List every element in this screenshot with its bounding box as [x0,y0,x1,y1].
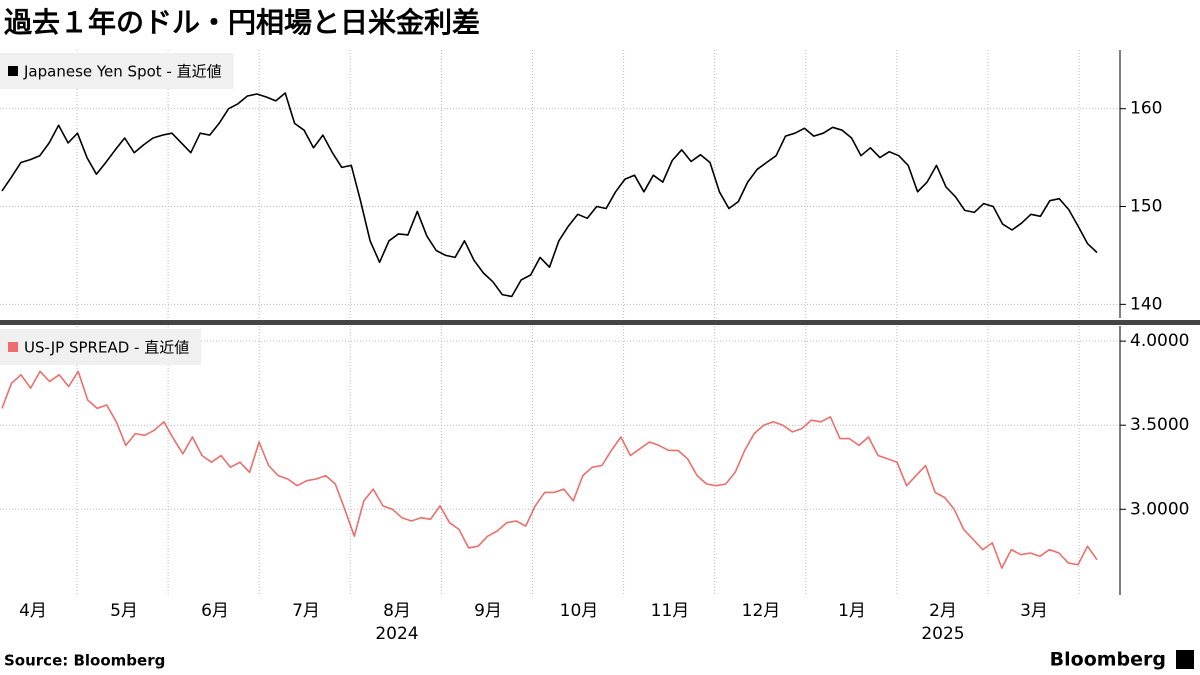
y-tick-label: 150 [1130,197,1162,217]
legend-swatch [8,342,18,352]
y-tick-label: 160 [1130,99,1162,119]
x-tick-label: 8月 [383,601,411,621]
x-tick-label: 11月 [651,601,690,621]
legend-box [0,329,202,365]
y-tick-label: 3.5000 [1130,415,1189,435]
panel-separator [0,320,1200,325]
source: Source: Bloomberg [4,652,165,670]
legend-label: US-JP SPREAD - 直近値 [24,339,189,357]
x-tick-label: 1月 [838,601,866,621]
x-year-label: 2024 [375,624,418,644]
legend-swatch [8,66,18,76]
y-tick-label: 140 [1130,294,1162,314]
x-tick-label: 12月 [742,601,781,621]
chart-title: 過去１年のドル・円相場と日米金利差 [4,6,480,39]
x-tick-label: 2月 [929,601,957,621]
y-tick-label: 3.0000 [1130,499,1189,519]
series-line [1,92,1098,298]
legend-box [0,53,234,89]
series-line [1,370,1098,569]
x-tick-label: 6月 [201,601,229,621]
brand: Bloomberg [1050,649,1166,671]
legend-label: Japanese Yen Spot - 直近値 [23,63,222,81]
y-tick-label: 4.0000 [1130,331,1189,351]
x-tick-label: 10月 [560,601,599,621]
x-tick-label: 5月 [110,601,138,621]
brand-icon [1176,650,1194,669]
x-tick-label: 7月 [292,601,320,621]
x-tick-label: 3月 [1020,601,1048,621]
x-year-label: 2025 [921,624,964,644]
x-tick-label: 4月 [19,601,47,621]
x-tick-label: 9月 [474,601,502,621]
